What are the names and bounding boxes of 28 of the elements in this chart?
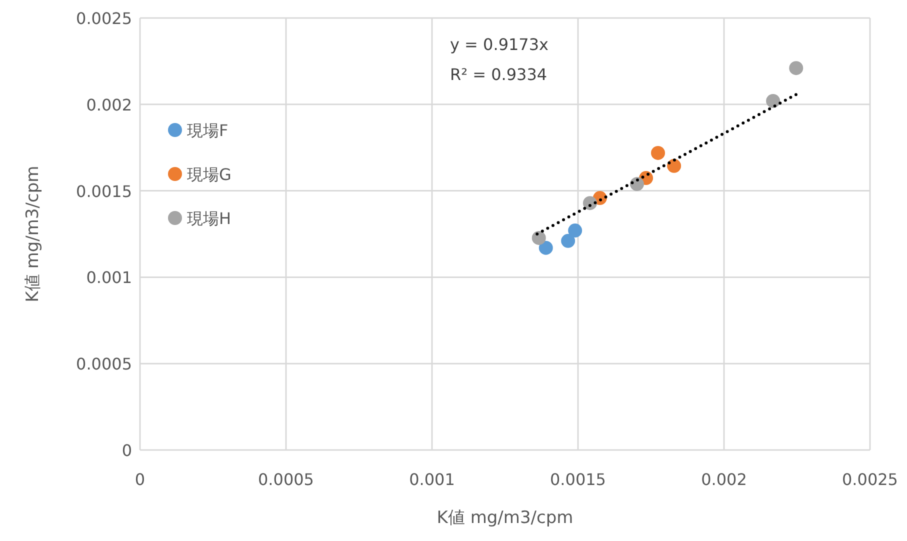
annotation: y = 0.9173x: [450, 35, 548, 54]
point: [651, 146, 666, 160]
x-tick-label: 0.0005: [258, 470, 314, 489]
x-tick-label: 0: [134, 470, 146, 489]
x-tick-label: 0.002: [701, 470, 747, 489]
x-tick-label: 0.0025: [842, 470, 898, 489]
legend-label: 現場F: [187, 121, 228, 140]
y-tick-label: 0.0025: [76, 9, 132, 28]
point: [532, 230, 546, 245]
x-axis-title: K値 mg/m3/cpm: [436, 508, 574, 528]
x-tick-label: 0.001: [409, 470, 455, 489]
y-tick-label: 0: [122, 441, 132, 460]
point: [667, 158, 682, 173]
legend-label: 現場H: [187, 209, 232, 228]
legend-label: 現場G: [187, 165, 232, 184]
point: [766, 94, 780, 108]
y-tick-label: 0.001: [86, 268, 132, 288]
y-tick-label: 0.002: [86, 95, 132, 114]
y-tick-label: 0.0005: [76, 354, 132, 374]
point: [630, 177, 644, 192]
y-axis-title: K値 mg/m3/cpm: [23, 166, 43, 302]
annotation: R² = 0.9334: [450, 65, 548, 84]
point: [561, 234, 576, 248]
point: [568, 224, 582, 238]
point: [789, 61, 804, 76]
y-tick-label: 0.0015: [76, 182, 132, 201]
x-tick-label: 0.0015: [550, 470, 606, 489]
point: [538, 240, 553, 255]
